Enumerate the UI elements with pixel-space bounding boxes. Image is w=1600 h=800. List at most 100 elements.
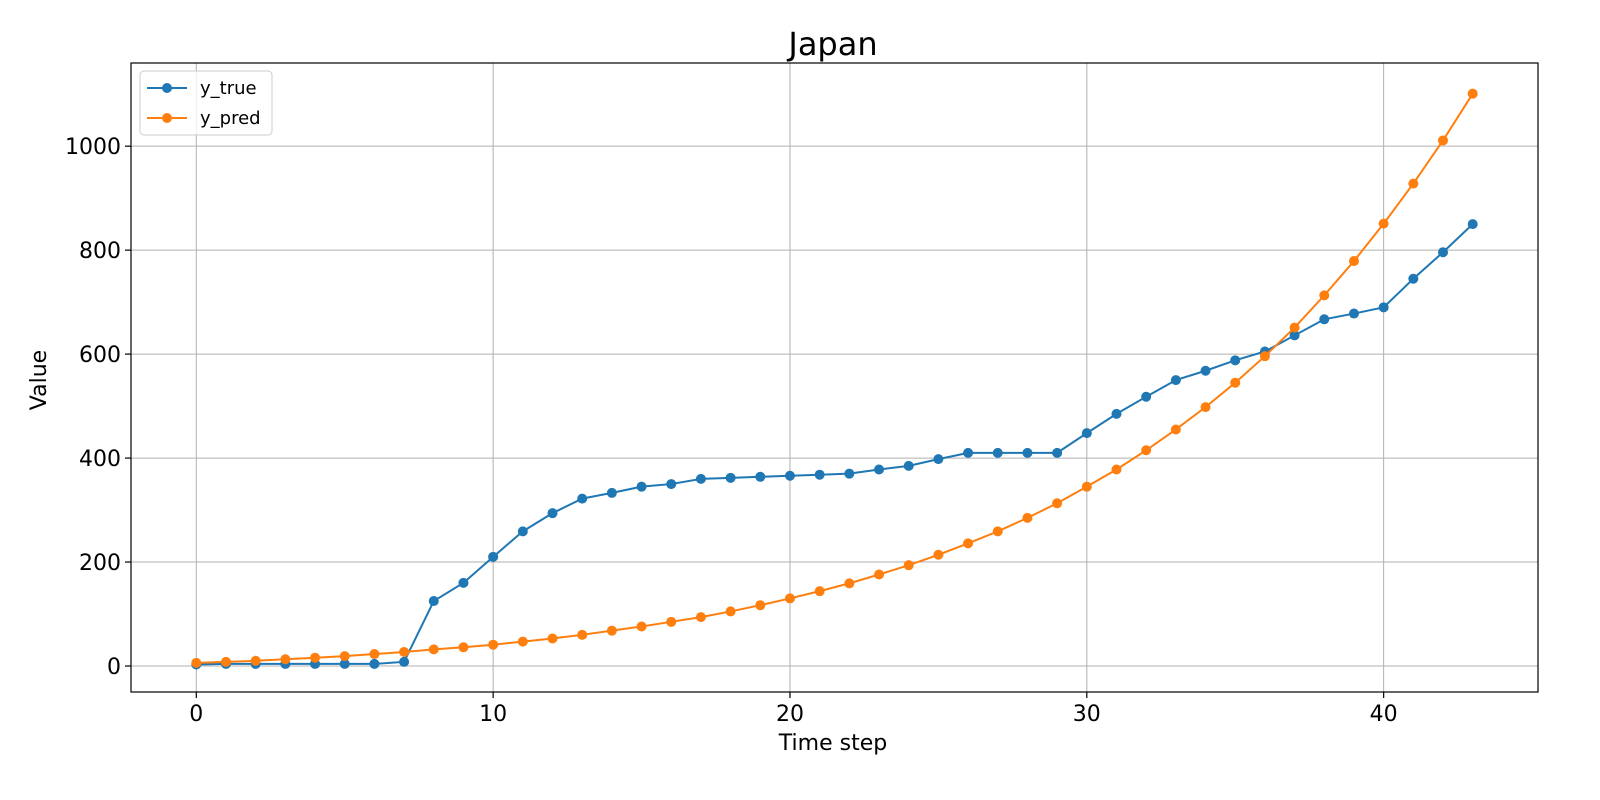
data-point-y_pred: [1111, 464, 1122, 475]
data-point-y_pred: [547, 633, 558, 644]
data-point-y_pred: [1319, 290, 1330, 301]
data-point-y_true: [458, 577, 469, 588]
chart-title: Japan: [786, 25, 877, 63]
data-point-y_true: [547, 508, 558, 519]
data-point-y_true: [636, 481, 647, 492]
data-point-y_pred: [1141, 445, 1152, 456]
data-point-y_pred: [1467, 88, 1478, 99]
y-tick-label: 200: [79, 551, 121, 576]
data-point-y_pred: [1259, 351, 1270, 362]
data-point-y_true: [1408, 273, 1419, 284]
data-point-y_true: [1348, 308, 1359, 319]
plot-frame: [130, 62, 1539, 693]
x-tick-label: 10: [479, 702, 507, 727]
y-axis-label: Value: [27, 350, 52, 410]
data-point-y_true: [725, 472, 736, 483]
data-point-y_true: [606, 487, 617, 498]
x-axis-label: Time step: [778, 731, 887, 756]
data-point-y_true: [933, 454, 944, 465]
data-point-y_pred: [1022, 512, 1033, 523]
data-point-y_pred: [191, 657, 202, 668]
data-point-y_true: [339, 658, 350, 669]
legend-item-y_pred: y_pred: [147, 108, 261, 129]
data-point-y_pred: [310, 652, 321, 663]
legend-marker: [162, 83, 172, 93]
data-point-y_true: [903, 460, 914, 471]
x-tick-label: 20: [776, 702, 804, 727]
data-point-y_pred: [903, 560, 914, 571]
data-point-y_true: [874, 464, 885, 475]
data-point-y_pred: [1081, 481, 1092, 492]
data-point-y_pred: [933, 549, 944, 560]
legend-label: y_pred: [200, 108, 261, 129]
legend-label: y_true: [200, 78, 257, 99]
legend-marker: [162, 113, 172, 123]
data-point-y_true: [992, 447, 1003, 458]
data-point-y_true: [1319, 314, 1330, 325]
data-point-y_true: [1081, 428, 1092, 439]
data-point-y_pred: [1408, 178, 1419, 189]
data-point-y_pred: [399, 646, 410, 657]
data-point-y_true: [695, 473, 706, 484]
data-point-y_pred: [844, 578, 855, 589]
data-point-y_pred: [488, 639, 499, 650]
data-point-y_pred: [1170, 424, 1181, 435]
data-point-y_pred: [1289, 322, 1300, 333]
data-point-y_pred: [280, 654, 291, 665]
data-point-y_pred: [1052, 498, 1063, 509]
y-tick-label: 600: [79, 343, 121, 368]
y-tick-label: 800: [79, 239, 121, 264]
data-point-y_true: [1467, 219, 1478, 230]
x-tick-label: 0: [189, 702, 203, 727]
data-point-y_true: [1141, 391, 1152, 402]
series-layer: [191, 88, 1478, 670]
data-point-y_pred: [755, 600, 766, 611]
y-tick-label: 1000: [65, 135, 121, 160]
data-point-y_true: [1289, 330, 1300, 341]
data-point-y_true: [1230, 355, 1241, 366]
data-point-y_pred: [814, 586, 825, 597]
data-point-y_pred: [517, 636, 528, 647]
data-point-y_pred: [666, 616, 677, 627]
data-point-y_true: [666, 479, 677, 490]
data-point-y_pred: [636, 621, 647, 632]
data-point-y_true: [577, 493, 588, 504]
data-point-y_true: [1438, 247, 1449, 258]
data-point-y_pred: [1230, 377, 1241, 388]
data-point-y_true: [399, 656, 410, 667]
data-point-y_true: [755, 471, 766, 482]
data-point-y_pred: [428, 644, 439, 655]
data-point-y_true: [1170, 375, 1181, 386]
data-point-y_true: [1378, 302, 1389, 313]
data-point-y_pred: [1378, 218, 1389, 229]
data-point-y_pred: [725, 606, 736, 617]
y-tick-label: 0: [107, 655, 121, 680]
data-point-y_true: [369, 658, 380, 669]
data-point-y_true: [517, 526, 528, 537]
data-point-y_pred: [369, 649, 380, 660]
data-point-y_pred: [606, 625, 617, 636]
data-point-y_true: [784, 470, 795, 481]
x-tick-label: 40: [1370, 702, 1398, 727]
data-point-y_pred: [458, 642, 469, 653]
legend: y_true y_pred: [139, 70, 273, 136]
data-point-y_pred: [1438, 135, 1449, 146]
legend-item-y_true: y_true: [147, 78, 257, 99]
data-point-y_true: [844, 468, 855, 479]
data-point-y_pred: [1348, 256, 1359, 267]
data-point-y_pred: [784, 593, 795, 604]
data-point-y_true: [1022, 447, 1033, 458]
x-tick-label: 30: [1073, 702, 1101, 727]
data-point-y_pred: [250, 655, 261, 666]
data-point-y_true: [963, 447, 974, 458]
data-point-y_pred: [577, 629, 588, 640]
data-point-y_true: [1200, 365, 1211, 376]
data-point-y_true: [814, 469, 825, 480]
data-point-y_true: [1052, 447, 1063, 458]
data-point-y_pred: [874, 569, 885, 580]
grid-layer: [131, 63, 1538, 692]
data-point-y_true: [1111, 408, 1122, 419]
data-point-y_pred: [339, 651, 350, 662]
